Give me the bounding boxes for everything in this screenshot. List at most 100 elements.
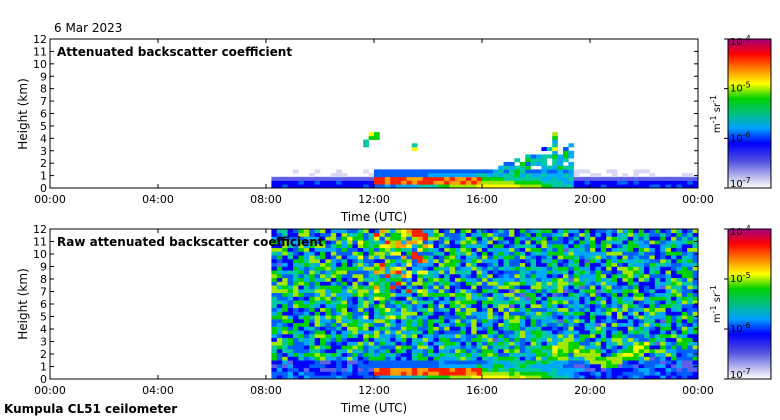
heatmap-cell	[530, 262, 537, 267]
heatmap-cell	[590, 330, 596, 335]
heatmap-cell	[487, 285, 494, 290]
heatmap-cell	[617, 349, 623, 354]
heatmap-cell	[368, 229, 375, 234]
heatmap-cell	[568, 173, 575, 178]
heatmap-cell	[611, 180, 618, 185]
heatmap-cell	[271, 274, 278, 279]
heatmap-cell	[476, 277, 483, 282]
heatmap-cell	[303, 270, 310, 275]
heatmap-cell	[438, 240, 445, 245]
heatmap-cell	[271, 371, 278, 376]
heatmap-cell	[276, 232, 283, 237]
heatmap-cell	[611, 345, 618, 350]
heatmap-cell	[541, 371, 548, 376]
heatmap-cell	[487, 300, 494, 305]
heatmap-cell	[460, 375, 467, 380]
heatmap-cell	[649, 176, 656, 181]
y-tick-label: 3	[40, 145, 47, 158]
heatmap-cell	[519, 176, 526, 181]
heatmap-cell	[611, 232, 618, 237]
heatmap-cell	[271, 296, 278, 301]
heatmap-cell	[482, 319, 488, 324]
heatmap-cell	[617, 364, 623, 369]
heatmap-cell	[573, 375, 580, 380]
heatmap-cell	[536, 352, 542, 357]
heatmap-cell	[487, 247, 494, 252]
heatmap-cell	[471, 262, 477, 267]
heatmap-cell	[401, 315, 407, 320]
heatmap-cell	[325, 315, 332, 320]
heatmap-cell	[638, 274, 645, 279]
heatmap-cell	[595, 173, 602, 178]
heatmap-cell	[287, 255, 294, 260]
heatmap-cell	[374, 360, 380, 365]
heatmap-cell	[687, 296, 693, 301]
heatmap-cell	[352, 300, 359, 305]
heatmap-cell	[671, 176, 677, 181]
heatmap-cell	[665, 304, 672, 309]
heatmap-cell	[422, 255, 429, 260]
heatmap-cell	[395, 236, 402, 241]
heatmap-cell	[449, 247, 456, 252]
heatmap-cell	[611, 356, 618, 361]
heatmap-cell	[649, 266, 656, 271]
heatmap-cell	[671, 371, 677, 376]
heatmap-cell	[519, 371, 526, 376]
heatmap-cell	[595, 349, 602, 354]
heatmap-cell	[293, 292, 299, 297]
heatmap-cell	[492, 270, 499, 275]
heatmap-cell	[341, 232, 348, 237]
heatmap-cell	[336, 244, 342, 249]
heatmap-cell	[482, 307, 488, 312]
heatmap-cell	[347, 337, 353, 342]
heatmap-cell	[374, 334, 380, 339]
heatmap-cell	[422, 311, 429, 316]
y-axis-label: Height (km)	[16, 268, 30, 339]
heatmap-cell	[309, 184, 315, 189]
heatmap-cell	[406, 266, 413, 271]
heatmap-cell	[476, 184, 483, 189]
heatmap-cell	[476, 352, 483, 357]
heatmap-cell	[352, 371, 359, 376]
heatmap-cell	[325, 356, 332, 361]
heatmap-cell	[671, 285, 677, 290]
heatmap-cell	[476, 319, 483, 324]
heatmap-cell	[660, 184, 666, 189]
heatmap-cell	[681, 266, 688, 271]
heatmap-cell	[665, 345, 672, 350]
heatmap-cell	[471, 247, 477, 252]
heatmap-cell	[384, 176, 391, 181]
heatmap-cell	[352, 356, 359, 361]
heatmap-cell	[519, 296, 526, 301]
heatmap-cell	[471, 251, 477, 256]
heatmap-cell	[390, 176, 396, 181]
heatmap-cell	[438, 322, 445, 327]
heatmap-cell	[573, 184, 580, 189]
heatmap-cell	[514, 180, 521, 185]
heatmap-cell	[271, 232, 278, 237]
heatmap-cell	[303, 266, 310, 271]
heatmap-cell	[595, 307, 602, 312]
heatmap-cell	[363, 169, 369, 174]
heatmap-cell	[395, 371, 402, 376]
heatmap-cell	[627, 184, 634, 189]
heatmap-cell	[541, 277, 548, 282]
heatmap-cell	[487, 232, 494, 237]
heatmap-cell	[438, 251, 445, 256]
colorbar-ticks: 10-410-510-610-7	[724, 224, 751, 381]
heatmap-cell	[325, 349, 332, 354]
heatmap-cell	[584, 322, 591, 327]
heatmap-cell	[287, 180, 294, 185]
y-tick-label: 0	[40, 182, 47, 195]
heatmap-cell	[600, 360, 607, 365]
heatmap-cell	[276, 356, 283, 361]
heatmap-cell	[482, 244, 488, 249]
heatmap-cell	[611, 296, 618, 301]
heatmap-cell	[406, 322, 413, 327]
heatmap-cell	[579, 307, 585, 312]
heatmap-cell	[406, 371, 413, 376]
heatmap-cell	[644, 337, 650, 342]
heatmap-cell	[352, 229, 359, 234]
heatmap-cell	[692, 176, 699, 181]
heatmap-cell	[455, 180, 461, 185]
